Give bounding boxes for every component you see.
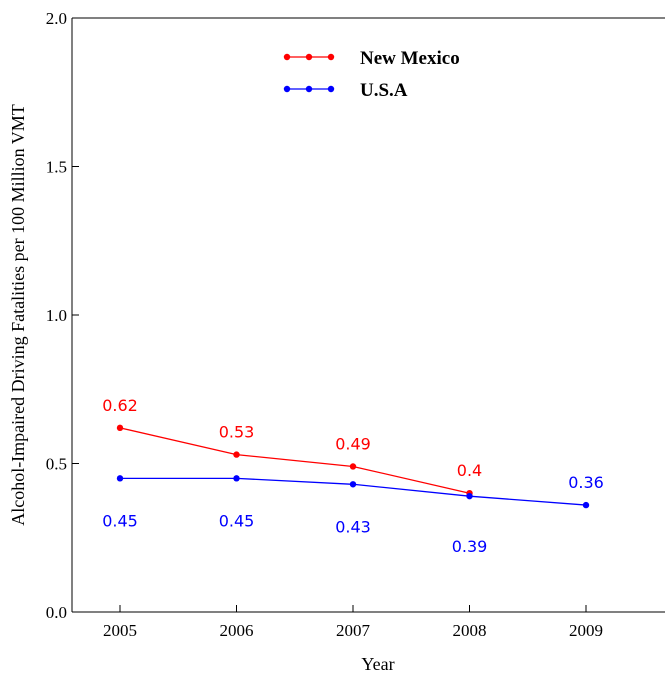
x-axis-title: Year (361, 654, 394, 674)
data-point (233, 451, 240, 458)
series-u-s-a: 0.45 0.45 0.43 0.39 0.36 (102, 473, 604, 556)
data-label: 0.36 (568, 473, 604, 492)
data-label: 0.49 (335, 434, 371, 453)
x-tick-label: 2005 (103, 621, 137, 640)
y-axis-title: Alcohol-Impaired Driving Fatalities per … (8, 104, 28, 526)
legend-label: U.S.A (360, 80, 408, 101)
data-point (349, 463, 357, 470)
y-tick-label: 1.0 (46, 306, 67, 325)
data-point (116, 475, 124, 482)
data-point (349, 481, 357, 488)
legend: New Mexico U.S.A (283, 48, 460, 101)
y-tick-label: 0.0 (46, 603, 67, 622)
legend-marker (327, 53, 335, 61)
data-point (233, 475, 240, 482)
legend-marker (305, 85, 313, 93)
data-label: 0.4 (457, 461, 482, 480)
data-label: 0.39 (452, 537, 488, 556)
x-tick-label: 2009 (569, 621, 603, 640)
legend-marker (283, 53, 291, 61)
legend-label: New Mexico (360, 48, 460, 69)
y-tick-label: 1.5 (46, 158, 67, 177)
x-tick-label: 2007 (336, 621, 371, 640)
y-tick-label: 2.0 (46, 9, 67, 28)
legend-marker (327, 85, 335, 93)
x-tick-label: 2008 (453, 621, 487, 640)
legend-marker (305, 53, 313, 61)
series-group: 0.62 0.53 0.49 0.4 0.45 0.45 0.43 0.39 0.36 (102, 396, 604, 556)
x-tick-label: 2006 (220, 621, 254, 640)
data-label: 0.62 (102, 396, 138, 415)
x-ticks: 2005 2006 2007 2008 2009 (103, 605, 603, 640)
data-label: 0.53 (219, 423, 255, 442)
y-tick-label: 0.5 (46, 455, 67, 474)
series-line (119, 427, 470, 494)
data-label: 0.45 (219, 511, 255, 530)
y-ticks: 0.0 0.5 1.0 1.5 2.0 (46, 9, 79, 622)
data-label: 0.43 (335, 517, 371, 536)
legend-marker (283, 85, 291, 93)
data-point (466, 492, 473, 500)
data-point (582, 501, 590, 509)
data-label: 0.45 (102, 511, 138, 530)
series-new-mexico: 0.62 0.53 0.49 0.4 (102, 396, 482, 497)
data-point (116, 424, 124, 432)
